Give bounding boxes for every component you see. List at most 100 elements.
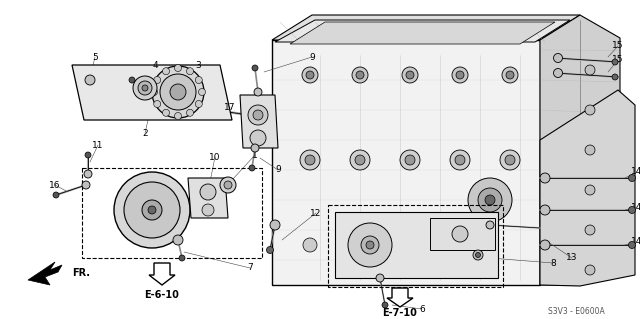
Text: 13: 13 xyxy=(566,254,578,263)
Circle shape xyxy=(376,274,384,282)
Circle shape xyxy=(53,192,59,198)
Text: 15: 15 xyxy=(612,56,624,64)
Circle shape xyxy=(402,67,418,83)
Circle shape xyxy=(160,74,196,110)
Polygon shape xyxy=(240,95,278,148)
Circle shape xyxy=(84,170,92,178)
Circle shape xyxy=(82,181,90,189)
Circle shape xyxy=(585,65,595,75)
Circle shape xyxy=(502,67,518,83)
Circle shape xyxy=(198,88,205,95)
Circle shape xyxy=(361,236,379,254)
Circle shape xyxy=(254,88,262,96)
Text: 10: 10 xyxy=(209,152,221,161)
Circle shape xyxy=(505,155,515,165)
Circle shape xyxy=(405,155,415,165)
Circle shape xyxy=(251,144,259,152)
Text: 11: 11 xyxy=(92,140,104,150)
Circle shape xyxy=(266,247,273,254)
Polygon shape xyxy=(272,15,580,40)
Text: 14: 14 xyxy=(631,167,640,176)
Circle shape xyxy=(175,64,182,71)
Circle shape xyxy=(356,71,364,79)
Circle shape xyxy=(186,109,193,116)
Circle shape xyxy=(200,184,216,200)
Text: 5: 5 xyxy=(92,53,98,62)
Text: 12: 12 xyxy=(310,209,322,218)
Circle shape xyxy=(540,173,550,183)
Circle shape xyxy=(452,226,468,242)
Text: 15: 15 xyxy=(612,41,624,50)
Polygon shape xyxy=(430,218,495,250)
Circle shape xyxy=(400,150,420,170)
Circle shape xyxy=(175,113,182,120)
Circle shape xyxy=(253,110,263,120)
Circle shape xyxy=(220,177,236,193)
Circle shape xyxy=(612,74,618,80)
Circle shape xyxy=(355,155,365,165)
Circle shape xyxy=(456,71,464,79)
Circle shape xyxy=(148,206,156,214)
Circle shape xyxy=(85,75,95,85)
Bar xyxy=(82,168,262,258)
Polygon shape xyxy=(275,20,570,42)
Polygon shape xyxy=(72,65,232,120)
Circle shape xyxy=(270,220,280,230)
Text: 9: 9 xyxy=(275,166,281,174)
Circle shape xyxy=(306,71,314,79)
Circle shape xyxy=(554,69,563,78)
Polygon shape xyxy=(540,90,635,286)
Polygon shape xyxy=(335,212,498,278)
Circle shape xyxy=(202,204,214,216)
Text: 6: 6 xyxy=(419,305,425,314)
Text: 3: 3 xyxy=(195,61,201,70)
Circle shape xyxy=(585,225,595,235)
Circle shape xyxy=(154,100,161,108)
Circle shape xyxy=(170,84,186,100)
Circle shape xyxy=(163,68,170,75)
Circle shape xyxy=(195,100,202,108)
Circle shape xyxy=(142,85,148,91)
Text: 2: 2 xyxy=(142,129,148,137)
Circle shape xyxy=(628,174,636,182)
Circle shape xyxy=(452,67,468,83)
Circle shape xyxy=(455,155,465,165)
Circle shape xyxy=(506,71,514,79)
Circle shape xyxy=(585,105,595,115)
Circle shape xyxy=(585,145,595,155)
Text: FR.: FR. xyxy=(72,268,90,278)
Circle shape xyxy=(142,200,162,220)
Circle shape xyxy=(250,130,266,146)
Circle shape xyxy=(124,182,180,238)
Circle shape xyxy=(152,66,204,118)
Circle shape xyxy=(248,105,268,125)
Circle shape xyxy=(612,59,618,65)
Circle shape xyxy=(224,181,232,189)
Circle shape xyxy=(303,238,317,252)
Polygon shape xyxy=(28,262,62,285)
Circle shape xyxy=(150,88,157,95)
Circle shape xyxy=(133,76,157,100)
Circle shape xyxy=(305,155,315,165)
Circle shape xyxy=(302,67,318,83)
Circle shape xyxy=(382,302,388,308)
Circle shape xyxy=(585,265,595,275)
Circle shape xyxy=(468,238,482,252)
Circle shape xyxy=(129,77,135,83)
Text: 4: 4 xyxy=(152,61,158,70)
Text: 16: 16 xyxy=(49,181,61,189)
Polygon shape xyxy=(540,15,620,285)
Circle shape xyxy=(300,150,320,170)
Circle shape xyxy=(358,238,372,252)
Text: 17: 17 xyxy=(224,102,236,112)
Polygon shape xyxy=(149,263,175,285)
Circle shape xyxy=(628,241,636,249)
Polygon shape xyxy=(272,40,540,285)
Circle shape xyxy=(540,240,550,250)
Circle shape xyxy=(195,77,202,84)
Circle shape xyxy=(179,255,185,261)
Circle shape xyxy=(366,241,374,249)
Circle shape xyxy=(85,152,91,158)
Circle shape xyxy=(413,238,427,252)
Circle shape xyxy=(485,195,495,205)
